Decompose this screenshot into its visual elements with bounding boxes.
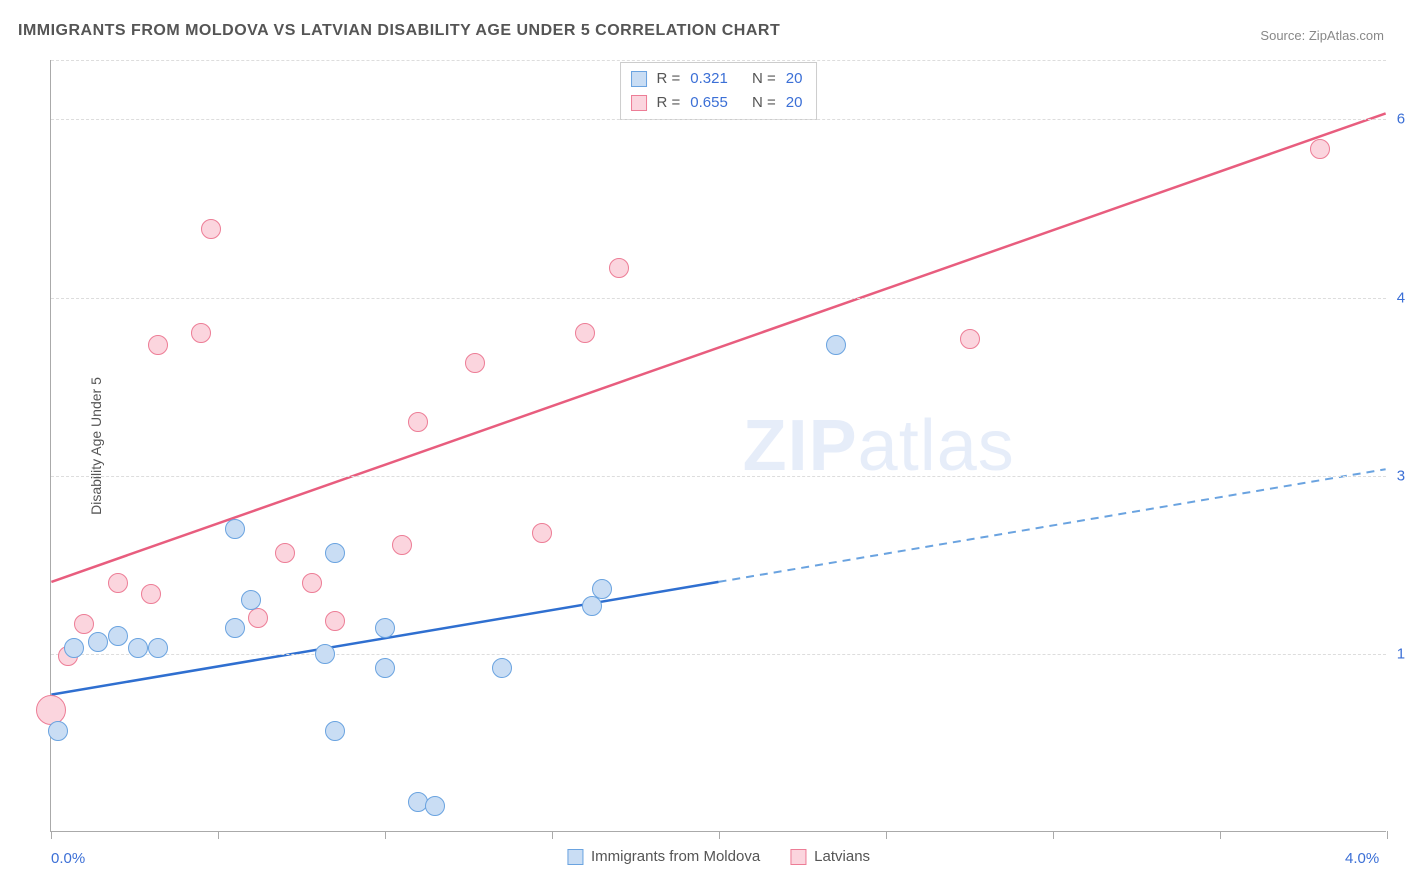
x-tick — [1387, 831, 1388, 839]
swatch-latvians — [631, 95, 647, 111]
chart-container: IMMIGRANTS FROM MOLDOVA VS LATVIAN DISAB… — [0, 0, 1406, 892]
n-prefix: N = — [752, 67, 776, 91]
moldova-point — [325, 543, 345, 563]
watermark: ZIPatlas — [743, 405, 1015, 487]
latvians-point — [465, 353, 485, 373]
gridline-h — [51, 654, 1386, 655]
x-tick — [1220, 831, 1221, 839]
latvians-point — [108, 573, 128, 593]
latvians-point — [148, 335, 168, 355]
latvians-point — [609, 258, 629, 278]
moldova-point — [315, 644, 335, 664]
x-tick-label: 4.0% — [1345, 850, 1379, 867]
r-prefix: R = — [657, 91, 681, 115]
moldova-point — [108, 626, 128, 646]
chart-title: IMMIGRANTS FROM MOLDOVA VS LATVIAN DISAB… — [18, 22, 780, 40]
moldova-point — [492, 658, 512, 678]
legend-label-moldova: Immigrants from Moldova — [591, 848, 760, 865]
r-prefix: R = — [657, 67, 681, 91]
latvians-point — [191, 323, 211, 343]
legend-label-latvians: Latvians — [814, 848, 870, 865]
stat-legend: R = 0.321 N = 20 R = 0.655 N = 20 — [620, 62, 818, 120]
y-tick-label: 1.5% — [1397, 645, 1406, 662]
legend-item-latvians: Latvians — [790, 848, 870, 865]
gridline-h — [51, 476, 1386, 477]
source-label: Source: — [1260, 28, 1305, 43]
r-value-latvians: 0.655 — [690, 91, 728, 115]
moldova-point — [225, 618, 245, 638]
x-tick — [552, 831, 553, 839]
moldova-point — [88, 632, 108, 652]
latvians-point — [575, 323, 595, 343]
moldova-point — [148, 638, 168, 658]
moldova-point — [592, 579, 612, 599]
latvians-point — [960, 329, 980, 349]
latvians-point — [275, 543, 295, 563]
x-tick — [886, 831, 887, 839]
latvians-point — [392, 535, 412, 555]
latvians-point — [1310, 139, 1330, 159]
y-tick-label: 4.5% — [1397, 289, 1406, 306]
moldova-point — [375, 658, 395, 678]
moldova-point — [48, 721, 68, 741]
latvians-point — [36, 695, 66, 725]
swatch-moldova-icon — [567, 849, 583, 865]
y-axis-title: Disability Age Under 5 — [88, 377, 104, 515]
gridline-h — [51, 60, 1386, 61]
moldova-point — [826, 335, 846, 355]
source-attribution: Source: ZipAtlas.com — [1260, 28, 1384, 43]
bottom-legend: Immigrants from Moldova Latvians — [567, 848, 870, 865]
moldova-point — [325, 721, 345, 741]
source-link[interactable]: ZipAtlas.com — [1309, 28, 1384, 43]
latvians-point — [302, 573, 322, 593]
latvians-point — [141, 584, 161, 604]
moldova-point — [225, 519, 245, 539]
r-value-moldova: 0.321 — [690, 67, 728, 91]
watermark-bold: ZIP — [743, 406, 858, 486]
y-tick-label: 3.0% — [1397, 467, 1406, 484]
stat-row-latvians: R = 0.655 N = 20 — [631, 91, 803, 115]
latvians-point — [74, 614, 94, 634]
swatch-moldova — [631, 71, 647, 87]
trend-lines-svg — [51, 60, 1386, 831]
legend-item-moldova: Immigrants from Moldova — [567, 848, 760, 865]
latvians-point — [532, 523, 552, 543]
y-tick-label: 6.0% — [1397, 111, 1406, 128]
x-tick-label: 0.0% — [51, 850, 85, 867]
latvians-point — [248, 608, 268, 628]
gridline-h — [51, 119, 1386, 120]
n-value-latvians: 20 — [786, 91, 803, 115]
x-tick — [385, 831, 386, 839]
latvians-point — [325, 611, 345, 631]
watermark-light: atlas — [858, 406, 1015, 486]
swatch-latvians-icon — [790, 849, 806, 865]
moldova-point — [375, 618, 395, 638]
plot-area: Disability Age Under 5 ZIPatlas R = 0.32… — [50, 60, 1386, 832]
stat-row-moldova: R = 0.321 N = 20 — [631, 67, 803, 91]
n-value-moldova: 20 — [786, 67, 803, 91]
x-tick — [1053, 831, 1054, 839]
moldova-point — [64, 638, 84, 658]
n-prefix: N = — [752, 91, 776, 115]
latvians-point — [408, 412, 428, 432]
moldova-point — [582, 596, 602, 616]
latvians-point — [201, 219, 221, 239]
moldova-point — [128, 638, 148, 658]
moldova-point — [241, 590, 261, 610]
x-tick — [719, 831, 720, 839]
x-tick — [218, 831, 219, 839]
moldova-point — [425, 796, 445, 816]
gridline-h — [51, 298, 1386, 299]
x-tick — [51, 831, 52, 839]
